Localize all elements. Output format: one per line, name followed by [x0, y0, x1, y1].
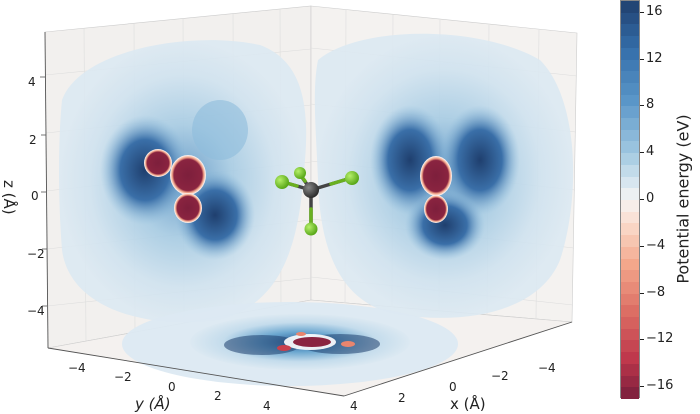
colorbar-segment — [621, 118, 639, 131]
colorbar-segment — [621, 1, 639, 14]
z-axis: 4 2 0 −2 −4 z (Å) — [0, 75, 47, 318]
molecule-model — [275, 167, 359, 236]
x-tick-0: 0 — [449, 380, 457, 394]
colorbar-tick-label: 8 — [646, 97, 655, 113]
y-axis: −4 −2 0 2 4 y (Å) — [68, 361, 271, 413]
colorbar-tick-label: −8 — [646, 284, 666, 300]
colorbar-segment — [621, 59, 639, 72]
y-tick-neg2: −2 — [114, 370, 132, 384]
ligand-atom-left — [275, 175, 289, 189]
y-tick-2: 2 — [214, 389, 222, 403]
ligand-atom-right — [345, 171, 359, 185]
x-axis-label: x (Å) — [450, 394, 486, 413]
colorbar-segment — [621, 317, 639, 330]
colorbar-segment — [621, 281, 639, 295]
colorbar-segment — [621, 188, 639, 201]
colorbar-tick-mark — [640, 152, 644, 154]
colorbar-label: Potential energy (eV) — [673, 114, 693, 284]
colorbar-tick-label: 16 — [646, 3, 663, 19]
colorbar-tick-mark — [640, 58, 644, 60]
z-tick-neg2: −2 — [27, 247, 45, 261]
colorbar-segment — [621, 164, 639, 178]
colorbar-segment — [621, 246, 639, 260]
colorbar-segment — [621, 24, 639, 37]
colorbar-segment — [621, 340, 639, 353]
y-tick-4: 4 — [263, 399, 271, 413]
colorbar-segment — [621, 94, 639, 107]
y-tick-neg4: −4 — [68, 361, 86, 375]
x-tick-2: 2 — [398, 391, 406, 405]
ligand-atom-bottom — [304, 222, 318, 236]
colorbar-segment — [621, 223, 639, 236]
z-tick-2: 2 — [29, 133, 37, 147]
colorbar-segment — [621, 153, 639, 166]
colorbar-segment — [621, 176, 639, 189]
axes-frame — [44, 31, 573, 397]
ligand-atom-back — [294, 167, 306, 179]
colorbar — [620, 0, 640, 400]
colorbar-segment — [621, 47, 639, 61]
central-atom — [303, 182, 319, 198]
colorbar-segment — [621, 36, 639, 49]
z-tick-neg4: −4 — [27, 304, 45, 318]
colorbar-tick-label: 4 — [646, 144, 655, 160]
x-tick-neg4: −4 — [538, 361, 556, 375]
colorbar-segment — [621, 129, 639, 142]
colorbar-segment — [621, 200, 639, 213]
colorbar-tick-mark — [640, 339, 644, 341]
colorbar-segment — [621, 363, 639, 377]
z-tick-4: 4 — [28, 75, 36, 89]
colorbar-segment — [621, 12, 639, 25]
y-axis-label: y (Å) — [134, 394, 171, 413]
colorbar-segment — [621, 387, 639, 400]
x-tick-4: 4 — [350, 399, 358, 413]
colorbar-segment — [621, 375, 639, 388]
colorbar-segment — [621, 270, 639, 283]
colorbar-segment — [621, 141, 639, 154]
x-axis: 4 2 0 −2 −4 x (Å) — [350, 361, 556, 413]
colorbar-segment — [621, 352, 639, 365]
contour-xy-projection — [122, 302, 458, 386]
colorbar-tick-label: 0 — [646, 191, 655, 206]
colorbar-segment — [621, 71, 639, 84]
colorbar-segment — [621, 235, 639, 248]
colorbar-tick-label: −12 — [646, 331, 674, 347]
colorbar-segment — [621, 328, 639, 341]
colorbar-tick-label: −16 — [646, 378, 674, 394]
colorbar-segment — [621, 305, 639, 318]
z-tick-0: 0 — [31, 189, 39, 203]
3d-contour-plot: 4 2 0 −2 −4 z (Å) −4 −2 0 2 4 y (Å) 4 2 … — [0, 5, 578, 413]
colorbar-tick-mark — [640, 105, 644, 107]
colorbar-segment — [621, 106, 639, 119]
colorbar-tick-mark — [640, 386, 644, 388]
z-axis-label: z (Å) — [0, 180, 19, 215]
colorbar-tick-label: 12 — [646, 50, 663, 66]
x-tick-neg2: −2 — [491, 369, 509, 383]
colorbar-segment — [621, 293, 639, 306]
contour-yz-projection — [59, 40, 307, 323]
y-tick-0: 0 — [168, 380, 176, 394]
colorbar-tick-mark — [640, 11, 644, 13]
colorbar-tick-mark — [640, 245, 644, 247]
colorbar-tick-label: −4 — [646, 237, 666, 253]
colorbar-tick-mark — [640, 199, 644, 200]
colorbar-segment — [621, 211, 639, 224]
contour-xz-projection — [314, 33, 574, 318]
colorbar-segment — [621, 82, 639, 96]
colorbar-tick-mark — [640, 292, 644, 294]
colorbar-segment — [621, 258, 639, 271]
